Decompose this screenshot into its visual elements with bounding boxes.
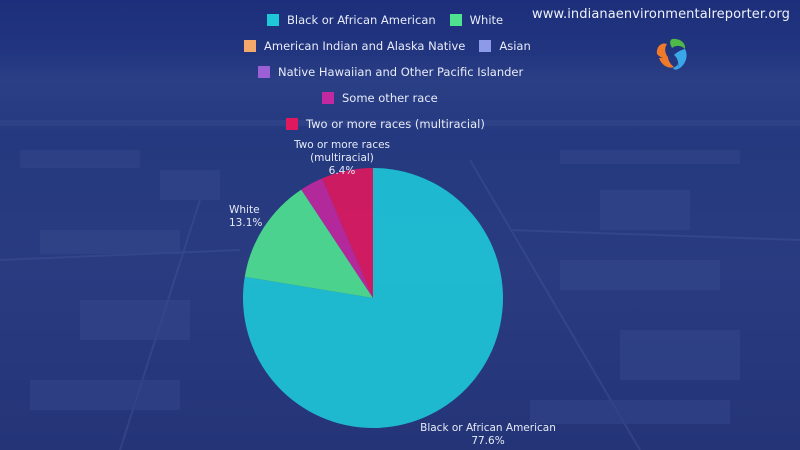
legend-label: American Indian and Alaska Native <box>264 39 466 53</box>
legend-label: Native Hawaiian and Other Pacific Island… <box>278 65 524 79</box>
legend-item-black: Black or African American <box>267 13 436 27</box>
legend-swatch <box>267 14 279 26</box>
pie-label-name: Two or more races (multiracial) <box>293 139 391 164</box>
legend-row-5: Two or more races (multiracial) <box>286 117 499 131</box>
legend-label: Two or more races (multiracial) <box>306 117 485 131</box>
pie-label-value: 13.1% <box>229 217 263 229</box>
legend-label: Black or African American <box>287 13 436 27</box>
pie-label-black: Black or African American 77.6% <box>420 422 556 448</box>
legend-swatch <box>258 66 270 78</box>
pie-label-name: Black or African American <box>420 422 556 434</box>
pie-slice-two-or-more-races-multiracial <box>322 168 373 298</box>
legend-item-multiracial: Two or more races (multiracial) <box>286 117 485 131</box>
pie-label-value: 6.4% <box>328 165 356 177</box>
pie-slice-some-other-race <box>301 178 373 298</box>
iem-swirl-logo-icon <box>656 38 687 70</box>
pie-label-multiracial: Two or more races (multiracial) 6.4% <box>262 139 422 178</box>
legend-swatch <box>286 118 298 130</box>
legend-swatch <box>244 40 256 52</box>
legend-row-4: Some other race <box>322 91 452 105</box>
legend-item-american-indian: American Indian and Alaska Native <box>244 39 465 53</box>
legend-label: White <box>469 13 504 27</box>
legend-item-white: White <box>449 13 504 27</box>
pie-slice-white <box>244 189 373 298</box>
legend-label: Asian <box>499 39 531 53</box>
pie-label-white: White 13.1% <box>229 204 262 230</box>
legend-item-some-other: Some other race <box>322 91 438 105</box>
pie-label-value: 77.6% <box>471 435 505 447</box>
legend-row-1: Black or African American White <box>267 13 517 27</box>
chart-legend: Black or African American White American… <box>0 0 800 140</box>
legend-label: Some other race <box>342 91 438 105</box>
legend-row-2: American Indian and Alaska Native Asian <box>244 39 545 53</box>
pie-label-name: White <box>229 204 260 216</box>
legend-item-asian: Asian <box>479 39 531 53</box>
legend-swatch <box>479 40 492 52</box>
legend-swatch <box>322 92 334 104</box>
legend-row-3: Native Hawaiian and Other Pacific Island… <box>258 65 537 79</box>
site-url: www.indianaenvironmentalreporter.org <box>531 7 790 22</box>
legend-item-native-hawaiian: Native Hawaiian and Other Pacific Island… <box>258 65 523 79</box>
legend-swatch <box>449 14 462 26</box>
